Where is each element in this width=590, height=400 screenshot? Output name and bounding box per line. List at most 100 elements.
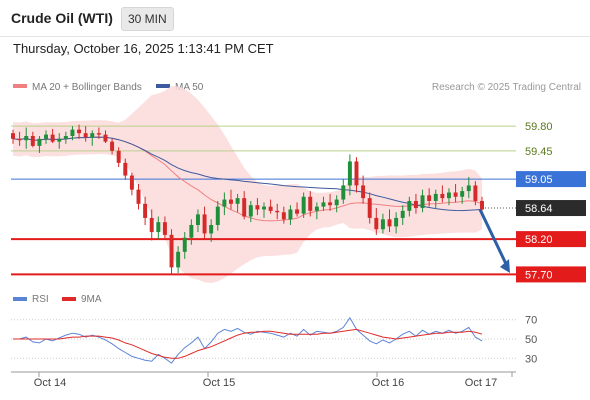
ma20-legend-label: MA 20 + Bollinger Bands (32, 82, 142, 93)
candle-body (136, 189, 141, 204)
forecast-arrow-head (500, 258, 510, 273)
candle-body (413, 200, 418, 209)
rsi-legend-swatch (13, 297, 27, 301)
candle-body (288, 209, 293, 220)
candle-body (347, 161, 352, 186)
level-label-58.20: 58.20 (525, 234, 553, 246)
rsi-ma-line (13, 328, 483, 359)
rsi-panel: 30 50 70 (11, 315, 537, 365)
candle-body (387, 219, 392, 227)
candle-body (50, 134, 55, 142)
candle-body (321, 202, 326, 207)
candle-body (268, 206, 273, 211)
bollinger-band-fill (13, 85, 482, 284)
candle-body (44, 134, 49, 139)
candle-body (361, 185, 366, 199)
level-box-57.70 (516, 266, 586, 283)
ma9-legend-swatch (62, 297, 76, 301)
candle-body (440, 193, 445, 199)
candle-body (169, 234, 174, 268)
candle-body (420, 195, 425, 209)
candle-body (37, 138, 42, 146)
level-label-59.80: 59.80 (525, 121, 553, 133)
last-price-box (516, 200, 586, 217)
instrument-title: Crude Oil (WTI) (11, 10, 113, 26)
last-price-label: 58.64 (525, 203, 553, 215)
ma50-legend-label: MA 50 (175, 82, 204, 93)
time-tick-label: Oct 15 (203, 377, 235, 389)
candle-body (295, 209, 300, 214)
candle-body (123, 162, 128, 176)
candle-body (255, 205, 260, 210)
candle-body (235, 198, 240, 204)
candle-body (460, 191, 465, 197)
candle-body (433, 193, 438, 201)
candle-body (129, 175, 134, 190)
candle-body (466, 185, 471, 192)
level-label-57.70: 57.70 (525, 269, 553, 281)
ma20-legend-swatch (13, 84, 27, 88)
copyright-label: Research © 2025 Trading Central (432, 82, 581, 93)
level-label-59.05: 59.05 (525, 174, 553, 186)
candle-body (209, 224, 214, 234)
candle-body (215, 206, 220, 225)
candle-body (143, 203, 148, 218)
candle-body (334, 199, 339, 206)
forecast-arrow (478, 208, 510, 273)
candle-body (162, 222, 167, 235)
candle-body (453, 192, 458, 197)
rsi-legend-label: RSI (32, 294, 49, 305)
rsi-tick-30: 30 (525, 353, 537, 365)
candle-body (301, 196, 306, 214)
candle-body (70, 129, 75, 137)
candle-body (103, 134, 108, 142)
timestamp: Thursday, October 16, 2025 1:13:41 PM CE… (13, 41, 274, 56)
ma9-legend-label: 9MA (81, 294, 102, 305)
candle-body (149, 217, 154, 233)
candle-body (480, 200, 484, 210)
candlesticks (11, 124, 484, 275)
candle-body (262, 206, 266, 210)
candle-body (90, 133, 95, 138)
price-levels (11, 125, 516, 276)
ma50-legend-swatch (156, 84, 170, 88)
level-box-58.20 (516, 231, 586, 248)
candle-body (182, 237, 187, 252)
rsi-tick-70: 70 (525, 315, 537, 327)
candle-body (446, 192, 451, 199)
timeframe-button[interactable]: 30 MIN (121, 7, 174, 31)
candle-body (374, 217, 379, 230)
candle-body (189, 224, 194, 238)
time-tick-label: Oct 17 (465, 377, 497, 389)
candle-body (83, 133, 88, 138)
candle-body (156, 222, 161, 233)
candle-body (473, 185, 478, 201)
candle-body (195, 214, 200, 225)
rsi-tick-50: 50 (525, 334, 537, 346)
candle-body (96, 133, 101, 135)
candle-body (248, 205, 253, 217)
level-box-59.05 (516, 171, 586, 188)
candle-body (77, 129, 82, 134)
candle-body (354, 161, 359, 186)
candle-body (63, 136, 68, 139)
candle-body (380, 219, 385, 230)
level-label-59.45: 59.45 (525, 146, 553, 158)
level-labels: 59.80 59.45 59.05 58.20 57.70 58.64 (516, 121, 586, 283)
time-tick-label: Oct 16 (372, 377, 404, 389)
candle-body (176, 251, 181, 268)
candle-body (308, 196, 313, 211)
candle-body (222, 199, 227, 207)
candle-body (275, 210, 280, 213)
bollinger-bands (13, 85, 482, 284)
candle-body (116, 150, 121, 163)
candle-body (314, 206, 319, 211)
candle-body (30, 136, 35, 146)
candle-body (367, 198, 372, 218)
candle-body (242, 198, 247, 217)
candle-body (407, 200, 412, 211)
candle-body (57, 138, 62, 142)
candle-body (229, 199, 233, 204)
candle-body (281, 212, 286, 220)
candle-body (17, 138, 22, 141)
